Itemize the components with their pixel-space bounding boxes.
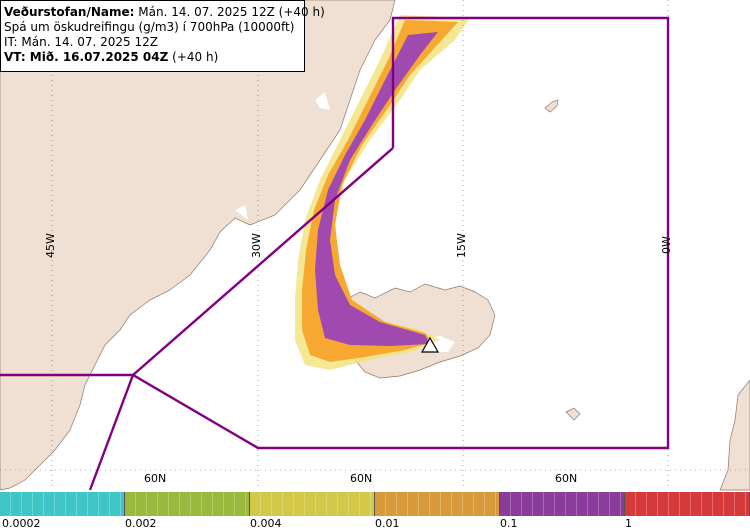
lat-label-60n: 60N (144, 472, 167, 485)
jan-mayen (544, 99, 559, 113)
legend-swatch (0, 492, 125, 516)
legend-swatch (625, 492, 750, 516)
greenland-fjord (235, 205, 248, 220)
legend-swatch (250, 492, 375, 516)
legend-swatch (375, 492, 500, 516)
concentration-legend (0, 492, 750, 516)
europe-landmass (719, 379, 750, 491)
lat-label-60n: 60N (555, 472, 578, 485)
legend-tick: 0.004 (250, 517, 282, 530)
legend-tick: 0.0002 (2, 517, 41, 530)
info-valid-time-bold: VT: Mið. 16.07.2025 04Z (4, 50, 169, 64)
forecast-info-box: Veðurstofan/Name: Mán. 14. 07. 2025 12Z … (0, 0, 325, 72)
legend-swatch (125, 492, 250, 516)
info-description: Spá um öskudreifingu (g/m3) í 700hPa (10… (4, 20, 295, 34)
legend-swatch (500, 492, 625, 516)
info-title-bold: Veðurstofan/Name: (4, 5, 135, 19)
legend-tick: 0.002 (125, 517, 157, 530)
info-title-rest: Mán. 14. 07. 2025 12Z (+40 h) (138, 5, 325, 19)
legend-tick: 0.01 (375, 517, 400, 530)
lon-label-15w: 15W (455, 233, 468, 258)
legend-tick-row: 0.0002 0.002 0.004 0.01 0.1 1 (0, 516, 750, 532)
info-valid-time-rest: (+40 h) (172, 50, 219, 64)
greenland-landmass (0, 0, 396, 491)
faroe-islands (565, 407, 581, 421)
info-title-line: Veðurstofan/Name: Mán. 14. 07. 2025 12Z … (4, 5, 325, 20)
legend-tick: 1 (625, 517, 632, 530)
lat-label-60n: 60N (350, 472, 373, 485)
lon-label-45w: 45W (44, 233, 57, 258)
info-initial-time: IT: Mán. 14. 07. 2025 12Z (4, 35, 158, 49)
info-valid-time-line: VT: Mið. 16.07.2025 04Z (+40 h) (4, 50, 304, 65)
ash-cloud-high (315, 32, 438, 346)
legend-tick: 0.1 (500, 517, 518, 530)
lon-label-30w: 30W (250, 233, 263, 258)
volcano-marker (420, 336, 440, 353)
greenland-fjord (315, 92, 330, 110)
lon-label-0w: 0W (660, 236, 673, 254)
ash-cloud-low (302, 20, 458, 362)
region-boundary (0, 16, 670, 491)
